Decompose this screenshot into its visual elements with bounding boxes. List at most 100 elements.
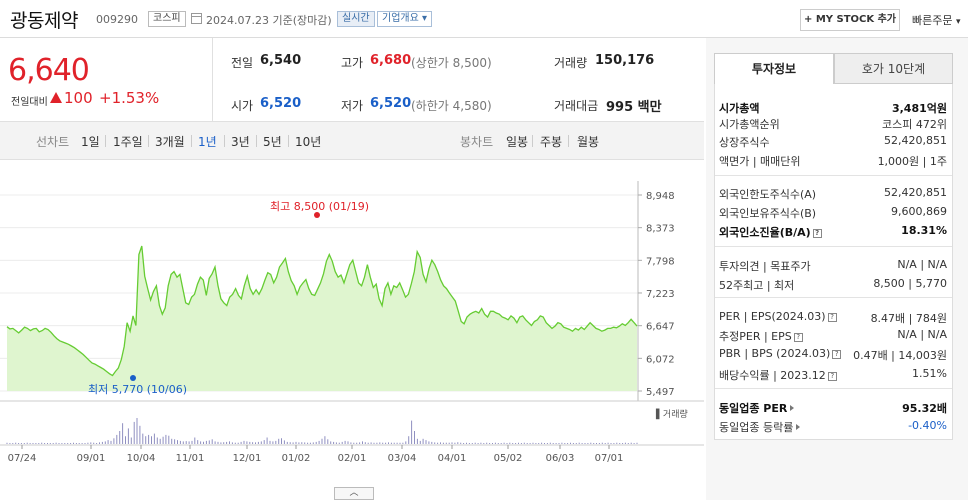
info-row-value: 8,500 | 5,770 <box>873 277 947 290</box>
info-row-label: 외국인보유주식수(B) <box>719 205 816 221</box>
info-row-value: 코스피 472위 <box>882 118 947 131</box>
info-row-label[interactable]: PER | EPS(2024.03)? <box>719 310 837 323</box>
x-tick-label: 12/01 <box>233 453 262 464</box>
info-row-value: 52,420,851 <box>884 186 947 199</box>
market-badge: 코스피 <box>148 11 186 27</box>
candle-monthly[interactable]: 월봉 <box>577 135 600 149</box>
add-my-stock-button[interactable]: + MY STOCK 추가 <box>800 9 900 31</box>
x-tick-label: 03/04 <box>388 453 417 464</box>
min-label: 최저 5,770 (10/06) <box>88 383 187 396</box>
period-5y[interactable]: 5년 <box>263 135 282 149</box>
info-row-value: 18.31% <box>901 224 947 237</box>
price-line <box>6 245 638 377</box>
help-icon[interactable]: ? <box>793 333 803 342</box>
period-1y[interactable]: 1년 <box>198 135 217 149</box>
x-tick-label: 10/04 <box>127 453 156 464</box>
help-icon[interactable]: ? <box>827 313 837 322</box>
upper-limit: (상한가 8,500) <box>411 56 492 70</box>
info-row-label: 상장주식수 <box>719 134 770 150</box>
divider <box>715 297 952 298</box>
up-arrow-icon <box>50 92 62 103</box>
info-row-value: 8.47배 | 784원 <box>870 312 947 325</box>
x-tick-label: 02/01 <box>338 453 367 464</box>
quick-order-label: 빠른주문 <box>912 14 953 27</box>
y-tick-label: 5,497 <box>646 387 675 398</box>
info-row-label[interactable]: 동일업종 등락률 <box>719 419 801 435</box>
info-row-label-text: PBR | BPS (2024.03) <box>719 347 831 360</box>
base-date: 2024.07.23 기준(장마감) <box>206 14 332 27</box>
candle-daily[interactable]: 일봉 <box>506 135 529 149</box>
info-row-label[interactable]: PBR | BPS (2024.03)? <box>719 347 842 360</box>
quick-order-button[interactable]: 빠른주문 ▾ <box>912 12 961 28</box>
x-tick-label: 09/01 <box>77 453 106 464</box>
help-icon[interactable]: ? <box>832 350 842 359</box>
divider <box>212 38 213 121</box>
change-label: 전일대비 <box>11 97 48 108</box>
low-label: 저가 <box>341 99 364 113</box>
help-icon[interactable]: ? <box>812 229 822 238</box>
y-tick-label: 8,948 <box>646 191 675 202</box>
stock-name[interactable]: 광동제약 <box>10 10 78 32</box>
volume-value: 150,176 <box>595 53 655 68</box>
info-row-value: N/A | N/A <box>897 328 947 341</box>
x-tick-label: 07/01 <box>595 453 624 464</box>
period-1d[interactable]: 1일 <box>81 135 100 149</box>
info-row-label-text: 동일업종 등락률 <box>719 421 794 434</box>
company-overview-dropdown[interactable]: 기업개요 ▾ <box>377 11 433 27</box>
divider <box>715 388 952 389</box>
info-row-label: 투자의견 | 목표주가 <box>719 258 811 274</box>
volume-label: ▌거래량 <box>655 408 688 420</box>
info-row-label[interactable]: 배당수익률 | 2023.12? <box>719 367 837 383</box>
open-label: 시가 <box>231 99 254 113</box>
price-area <box>7 246 637 391</box>
info-row-label[interactable]: 추정PER | EPS? <box>719 328 803 344</box>
info-row-label-text: 외국인한도주식수(A) <box>719 188 817 201</box>
info-row-label[interactable]: 동일업종 PER <box>719 400 795 416</box>
x-tick-label: 11/01 <box>176 453 205 464</box>
amount-label: 거래대금 <box>554 99 599 113</box>
period-10y[interactable]: 10년 <box>295 135 322 149</box>
info-row-label-text: 시가총액순위 <box>719 118 780 131</box>
volume-label: 거래량 <box>554 56 588 70</box>
tab-investment-info[interactable]: 투자정보 <box>714 53 834 84</box>
info-row-label-text: PER | EPS(2024.03) <box>719 310 826 323</box>
chevron-down-icon: ▾ <box>955 17 961 27</box>
info-row-label: 시가총액순위 <box>719 116 780 132</box>
divider <box>715 175 952 176</box>
candle-weekly[interactable]: 주봉 <box>540 135 563 149</box>
info-row-value: 1.51% <box>912 367 947 380</box>
y-tick-label: 6,647 <box>646 322 675 333</box>
x-tick-label: 07/24 <box>8 453 37 464</box>
candle-chart-label: 봉차트 <box>460 135 494 149</box>
info-row-label[interactable]: 외국인소진율(B/A)? <box>719 224 822 240</box>
info-row-label-text: 추정PER | EPS <box>719 330 792 343</box>
info-row-value: 3,481억원 <box>891 102 947 115</box>
amount-value: 995 백만 <box>606 100 662 115</box>
period-3y[interactable]: 3년 <box>231 135 250 149</box>
info-row-label-text: 52주최고 | 최저 <box>719 279 795 292</box>
stock-code: 009290 <box>96 13 138 26</box>
info-row-value: 0.47배 | 14,003원 <box>853 349 947 362</box>
info-row-label-text: 액면가 | 매매단위 <box>719 155 801 168</box>
line-chart-label: 선차트 <box>36 135 70 149</box>
price-change-pct: +1.53% <box>99 89 160 107</box>
max-point <box>314 212 320 218</box>
help-icon[interactable]: ? <box>827 372 837 381</box>
y-tick-label: 7,223 <box>646 289 675 300</box>
tab-quote-10[interactable]: 호가 10단계 <box>834 53 953 84</box>
period-1w[interactable]: 1주일 <box>113 135 143 149</box>
realtime-button[interactable]: 실시간 <box>337 11 375 27</box>
price-chart[interactable]: 8,948 8,373 7,798 7,223 6,647 6,072 5,497 최고 8… <box>0 161 704 500</box>
y-tick-label: 6,072 <box>646 354 675 365</box>
info-row-label-text: 상장주식수 <box>719 136 770 149</box>
info-row-value: 52,420,851 <box>884 134 947 147</box>
info-row-label-text: 외국인소진율(B/A) <box>719 226 811 239</box>
stock-header: 광동제약 009290 코스피 2024.07.23 기준(장마감) 실시간 기… <box>0 0 968 38</box>
x-tick-label: 04/01 <box>438 453 467 464</box>
arrow-right-icon <box>790 405 795 411</box>
prev-close-label: 전일 <box>231 56 254 70</box>
y-tick-label: 8,373 <box>646 224 675 235</box>
high-value: 6,680 <box>370 53 412 68</box>
collapse-chart-button[interactable]: ︿ <box>334 487 374 500</box>
period-3m[interactable]: 3개월 <box>155 135 185 149</box>
